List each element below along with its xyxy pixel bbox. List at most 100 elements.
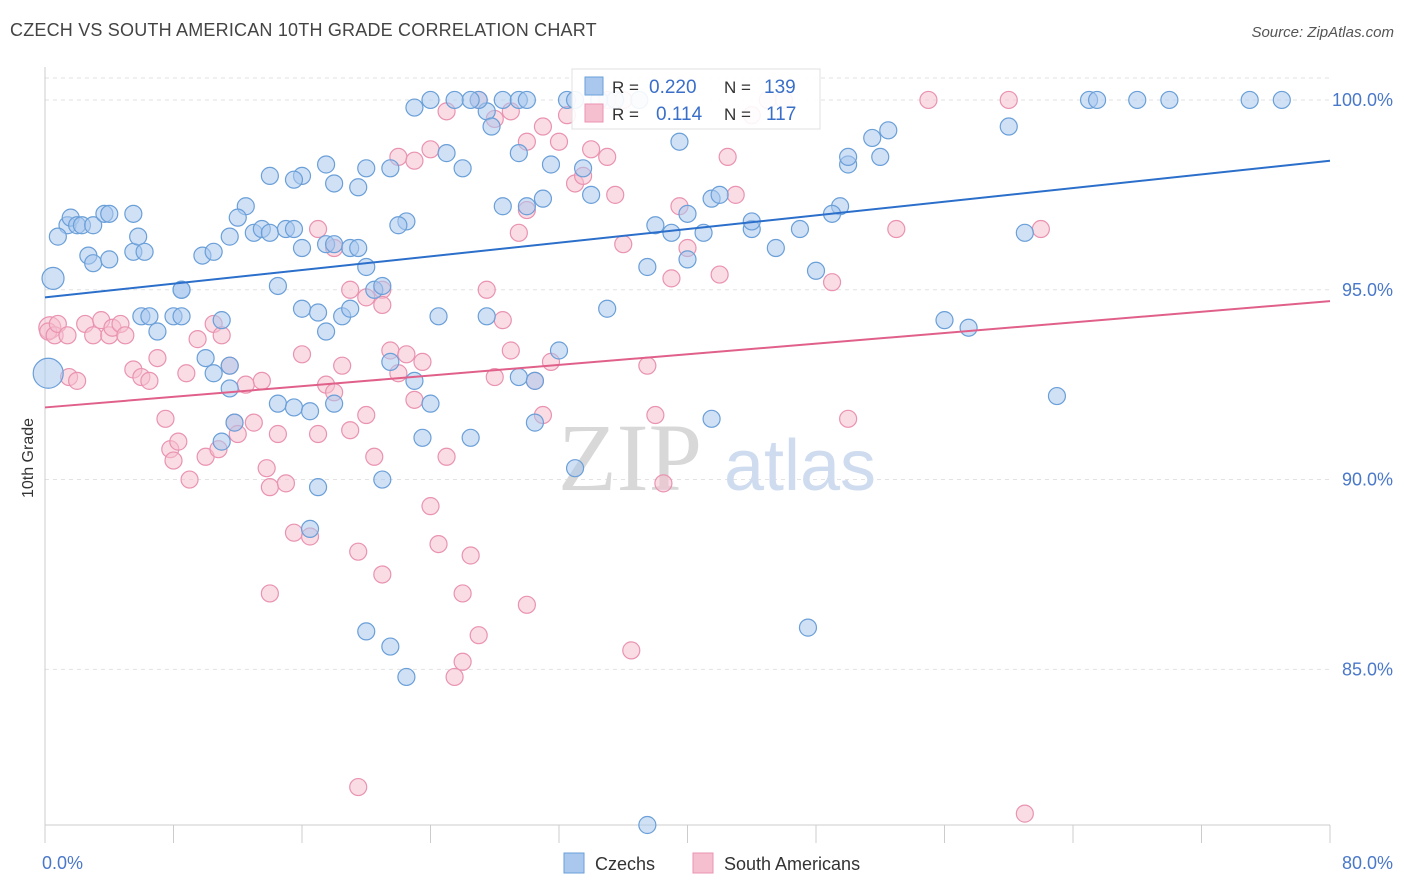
south-american-point xyxy=(84,326,103,345)
south-american-point xyxy=(349,777,368,797)
czech-point xyxy=(453,159,472,178)
czech-point xyxy=(598,299,617,318)
y-axis-title-group: 10th Grade xyxy=(20,418,37,498)
stats-r-label-czechs: R = xyxy=(612,78,639,97)
south-american-point xyxy=(169,432,188,451)
czech-point xyxy=(999,117,1018,136)
x-tick-label: 0.0% xyxy=(42,853,83,873)
south-american-point xyxy=(260,478,279,497)
czech-point xyxy=(1047,386,1067,406)
czech-point xyxy=(300,402,320,421)
czech-point xyxy=(678,204,697,223)
south-american-point xyxy=(405,151,424,170)
south-american-point xyxy=(598,147,617,167)
stats-swatch-south-americans xyxy=(584,103,604,123)
czech-point xyxy=(260,223,279,242)
czech-point xyxy=(172,307,191,326)
south-american-point xyxy=(485,367,504,387)
south-american-point xyxy=(638,356,657,375)
south-american-point xyxy=(654,474,673,493)
axes: 85.0% 90.0% 95.0% 100.0% 0.0% 80.0% xyxy=(42,67,1393,873)
south-american-point xyxy=(469,626,488,645)
czech-point xyxy=(292,299,312,318)
legend: Czechs South Americans xyxy=(563,852,860,874)
czech-point xyxy=(790,219,810,239)
czech-point xyxy=(710,185,729,204)
south-american-point xyxy=(164,451,183,470)
south-american-point xyxy=(365,447,384,466)
series-south-americans xyxy=(38,90,1050,823)
south-american-point xyxy=(421,140,440,159)
czech-point xyxy=(284,398,304,417)
south-american-point xyxy=(421,497,440,516)
czech-point xyxy=(148,322,167,341)
czech-point xyxy=(525,413,545,432)
czech-point xyxy=(549,341,569,360)
czech-point xyxy=(397,667,416,687)
y-tick-label: 85.0% xyxy=(1342,659,1393,679)
south-american-point xyxy=(622,641,641,660)
south-american-point xyxy=(308,424,328,444)
south-american-point xyxy=(244,413,263,432)
south-american-point xyxy=(284,523,304,542)
czech-point xyxy=(477,307,496,326)
watermark-atlas: atlas xyxy=(724,426,876,506)
south-american-point xyxy=(268,424,288,444)
czech-point xyxy=(482,117,501,136)
stats-legend: R = 0.220 N = 139 R = 0.114 N = 117 xyxy=(571,68,821,130)
gridlines xyxy=(45,77,1330,670)
stats-n-label-czechs: N = xyxy=(724,78,751,97)
czech-point xyxy=(212,311,231,330)
south-american-point xyxy=(260,584,279,603)
south-american-point xyxy=(116,326,135,345)
south-american-point xyxy=(493,311,512,330)
south-american-point xyxy=(549,132,569,151)
czech-point xyxy=(1240,90,1259,110)
czech-point xyxy=(292,238,312,258)
south-american-point xyxy=(453,584,472,603)
south-american-point xyxy=(405,390,424,409)
czech-point xyxy=(381,159,400,178)
czech-point xyxy=(582,185,601,204)
south-american-point xyxy=(501,341,520,360)
czech-point xyxy=(84,216,103,235)
czech-point xyxy=(284,219,304,239)
czech-point xyxy=(308,303,328,322)
czech-point xyxy=(325,394,344,413)
south-american-point xyxy=(646,405,665,425)
south-american-point xyxy=(822,273,842,292)
south-american-point xyxy=(257,459,276,478)
czech-point xyxy=(316,155,336,174)
czech-point xyxy=(100,204,119,223)
czech-point xyxy=(124,204,143,223)
stats-r-value-south-americans: 0.114 xyxy=(656,104,703,125)
czech-point xyxy=(357,257,376,277)
x-tick-label: 80.0% xyxy=(1342,853,1393,873)
czech-point xyxy=(225,413,244,432)
czech-point xyxy=(421,90,440,110)
czech-point xyxy=(935,311,954,330)
south-american-point xyxy=(140,371,159,390)
south-american-point xyxy=(177,364,196,383)
czech-point xyxy=(405,98,424,117)
south-american-point xyxy=(445,667,464,687)
czech-point xyxy=(839,147,858,167)
south-american-point xyxy=(308,219,328,239)
czech-point xyxy=(260,166,279,185)
czech-point xyxy=(437,144,456,163)
czech-point xyxy=(638,815,657,835)
czech-point xyxy=(702,409,721,428)
south-american-point xyxy=(614,235,633,254)
czech-point xyxy=(766,238,785,258)
south-american-point xyxy=(397,345,416,364)
czech-point xyxy=(1087,90,1107,110)
czech-point xyxy=(204,242,223,261)
czech-point xyxy=(341,299,360,318)
czech-point xyxy=(268,394,288,413)
south-american-point xyxy=(461,546,480,565)
trend-line-czechs xyxy=(44,159,1331,299)
czech-point xyxy=(565,459,585,478)
czech-point xyxy=(300,519,320,539)
south-american-point xyxy=(533,117,553,136)
stats-n-label-south-americans: N = xyxy=(724,105,751,124)
